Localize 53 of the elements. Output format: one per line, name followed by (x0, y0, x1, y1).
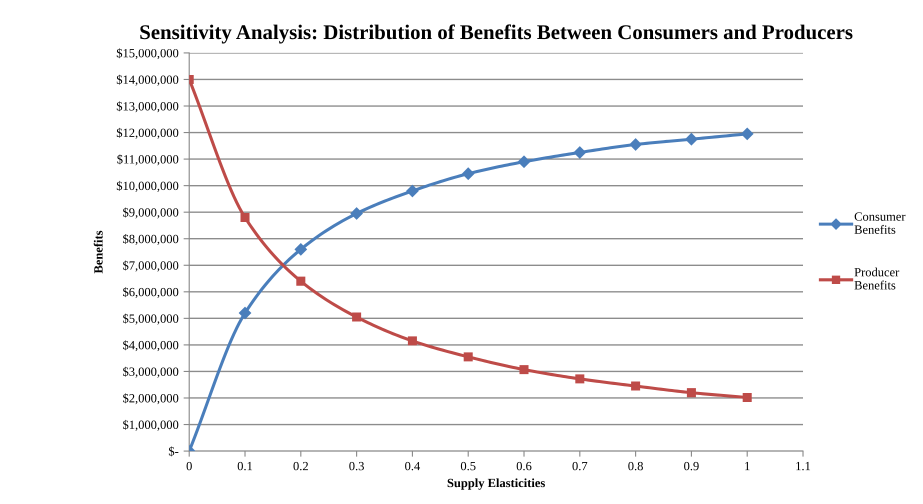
y-tick-label: $2,000,000 (123, 393, 178, 404)
legend-label: Producer Benefits (854, 268, 900, 290)
x-tick-label: 1.1 (796, 462, 810, 470)
y-tick-label: $12,000,000 (116, 128, 178, 139)
x-tick-label: 0.1 (238, 462, 252, 470)
y-tick-label: $6,000,000 (123, 287, 178, 298)
x-tick-label: 0 (186, 462, 192, 470)
x-tick-label: 0.3 (349, 462, 364, 470)
point (406, 184, 419, 198)
point (520, 365, 529, 374)
x-tick-label: 1 (745, 462, 750, 470)
point (574, 146, 586, 159)
point (741, 128, 754, 140)
y-tick-label: $4,000,000 (123, 340, 178, 352)
point (742, 392, 752, 402)
y-tick-label: $3,000,000 (123, 366, 178, 378)
point (686, 388, 696, 398)
point (350, 207, 363, 220)
y-tick-label: $14,000,000 (116, 74, 178, 86)
point (630, 138, 642, 151)
y-tick-label: $7,000,000 (123, 260, 178, 272)
point (685, 133, 698, 146)
point (631, 382, 640, 391)
point (352, 312, 362, 322)
y-tick-label: $15,000,000 (116, 48, 178, 60)
y-tick-label: $1,000,000 (123, 420, 178, 431)
x-tick-label: 0.9 (684, 462, 699, 470)
point (240, 212, 250, 222)
x-tick-label: 0.4 (405, 462, 420, 470)
y-tick-label: $9,000,000 (123, 207, 178, 218)
y-tick-label: $13,000,000 (116, 101, 178, 112)
y-tick-label: $10,000,000 (116, 180, 178, 192)
point (518, 156, 530, 168)
point (294, 243, 307, 256)
x-tick-label: 0.2 (293, 462, 308, 470)
legend-label: Consumer Benefits (854, 212, 906, 234)
y-tick-label: $5,000,000 (123, 314, 178, 325)
x-tick-label: 0.7 (572, 462, 588, 470)
x-tick-label: 0.6 (516, 462, 532, 470)
x-tick-label: 0.5 (460, 462, 476, 470)
x-axis-title: Supply Elasticities (448, 478, 545, 490)
y-tick-label: $- (168, 446, 178, 456)
y-tick-label: $8,000,000 (123, 234, 178, 245)
point (462, 168, 474, 180)
x-tick-label: 0.8 (628, 462, 643, 470)
point (575, 374, 584, 384)
point (238, 306, 252, 320)
point (296, 276, 306, 286)
y-axis-title: Benefits (94, 230, 103, 274)
y-tick-label: $11,000,000 (117, 154, 178, 166)
point (408, 336, 417, 346)
point (464, 352, 473, 362)
chart-title: Sensitivity Analysis: Distribution of Benefits Between Consumers and Producers (140, 24, 852, 44)
